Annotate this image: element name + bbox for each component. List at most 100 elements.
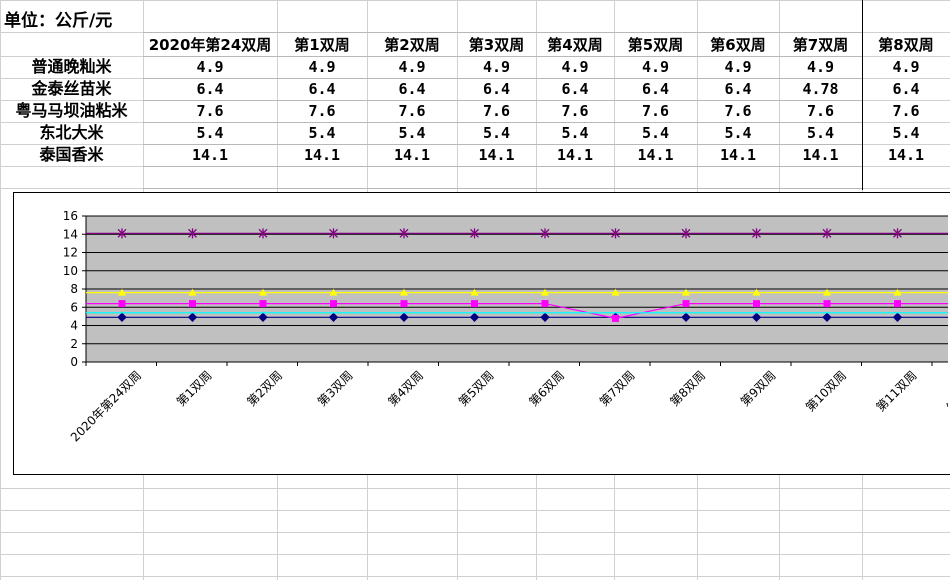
data-point-marker[interactable] xyxy=(540,312,550,322)
table-cell[interactable]: 4.9 xyxy=(641,58,670,76)
data-point-marker[interactable] xyxy=(330,300,337,308)
table-cell[interactable]: 5.4 xyxy=(724,124,752,142)
data-point-marker[interactable] xyxy=(400,300,408,308)
y-tick-label: 16 xyxy=(63,209,78,223)
table-cell[interactable]: 14.1 xyxy=(303,146,341,164)
table-cell[interactable]: 4.9 xyxy=(398,58,426,76)
table-cell[interactable]: 7.6 xyxy=(308,102,336,120)
table-cell[interactable]: 6.4 xyxy=(892,80,920,98)
data-point-marker[interactable] xyxy=(682,288,690,296)
table-cell[interactable]: 14.1 xyxy=(719,146,757,164)
table-cell[interactable]: 6.4 xyxy=(196,80,224,98)
table-cell[interactable]: 5.4 xyxy=(482,124,511,142)
data-point-marker[interactable] xyxy=(188,228,197,239)
table-cell[interactable]: 7.6 xyxy=(398,102,426,120)
table-cell[interactable]: 5.4 xyxy=(561,124,589,142)
data-point-marker[interactable] xyxy=(188,288,197,296)
column-header: 第1双周 xyxy=(294,36,350,54)
data-point-marker[interactable] xyxy=(823,288,831,296)
data-point-marker[interactable] xyxy=(259,288,267,296)
data-point-marker[interactable] xyxy=(329,288,338,296)
data-point-marker[interactable] xyxy=(541,288,549,296)
data-point-marker[interactable] xyxy=(751,312,762,322)
data-point-marker[interactable] xyxy=(117,312,127,322)
data-point-marker[interactable] xyxy=(681,228,691,239)
table-cell[interactable]: 4.9 xyxy=(892,58,920,76)
table-cell[interactable]: 14.1 xyxy=(191,146,229,164)
table-cell[interactable]: 6.4 xyxy=(398,80,426,98)
data-point-marker[interactable] xyxy=(329,228,338,239)
data-point-marker[interactable] xyxy=(752,228,761,239)
table-cell[interactable]: 5.4 xyxy=(806,124,835,142)
data-point-marker[interactable] xyxy=(187,312,198,322)
row-label: 泰国香米 xyxy=(39,145,104,164)
table-cell[interactable]: 5.4 xyxy=(641,124,670,142)
table-cell[interactable]: 7.6 xyxy=(806,102,835,120)
data-point-marker[interactable] xyxy=(540,228,550,239)
column-header: 第5双周 xyxy=(627,36,684,54)
table-cell[interactable]: 14.1 xyxy=(478,146,515,164)
data-point-marker[interactable] xyxy=(258,228,268,239)
data-point-marker[interactable] xyxy=(541,300,549,308)
data-point-marker[interactable] xyxy=(822,228,832,239)
data-point-marker[interactable] xyxy=(752,288,761,296)
table-cell[interactable]: 6.4 xyxy=(724,80,752,98)
data-point-marker[interactable] xyxy=(470,288,479,296)
data-point-marker[interactable] xyxy=(400,288,408,296)
table-cell[interactable]: 5.4 xyxy=(892,124,920,142)
data-point-marker[interactable] xyxy=(611,288,620,296)
table-cell[interactable]: 14.1 xyxy=(802,146,839,164)
data-point-marker[interactable] xyxy=(399,228,409,239)
table-cell[interactable]: 4.78 xyxy=(802,80,839,98)
data-point-marker[interactable] xyxy=(822,312,832,322)
data-point-marker[interactable] xyxy=(258,312,268,322)
table-cell[interactable]: 4.9 xyxy=(724,58,752,76)
table-cell[interactable]: 7.6 xyxy=(561,102,589,120)
data-point-marker[interactable] xyxy=(469,312,480,322)
data-point-marker[interactable] xyxy=(117,228,127,239)
table-cell[interactable]: 6.4 xyxy=(561,80,589,98)
table-cell[interactable]: 7.6 xyxy=(482,102,511,120)
table-cell[interactable]: 7.6 xyxy=(641,102,670,120)
table-cell[interactable]: 4.9 xyxy=(561,58,589,76)
data-point-marker[interactable] xyxy=(823,300,831,308)
data-point-marker[interactable] xyxy=(892,312,903,322)
data-point-marker[interactable] xyxy=(893,288,902,296)
table-cell[interactable]: 14.1 xyxy=(556,146,594,164)
data-point-marker[interactable] xyxy=(399,312,409,322)
table-cell[interactable]: 4.9 xyxy=(308,58,336,76)
data-point-marker[interactable] xyxy=(611,228,620,239)
table-cell[interactable]: 14.1 xyxy=(637,146,674,164)
data-point-marker[interactable] xyxy=(118,288,126,296)
x-tick-label: 第8双周 xyxy=(667,368,708,409)
table-cell[interactable]: 7.6 xyxy=(724,102,752,120)
data-point-marker[interactable] xyxy=(328,312,339,322)
table-cell[interactable]: 6.4 xyxy=(641,80,670,98)
table-cell[interactable]: 4.9 xyxy=(806,58,835,76)
table-cell[interactable]: 7.6 xyxy=(892,102,920,120)
table-cell[interactable]: 7.6 xyxy=(196,102,224,120)
table-cell[interactable]: 6.4 xyxy=(482,80,511,98)
table-cell[interactable]: 5.4 xyxy=(196,124,224,142)
table-cell[interactable]: 5.4 xyxy=(398,124,426,142)
data-point-marker[interactable] xyxy=(189,300,196,308)
table-cell[interactable]: 5.4 xyxy=(308,124,336,142)
table-cell[interactable]: 6.4 xyxy=(308,80,336,98)
table-cell[interactable]: 4.9 xyxy=(196,58,224,76)
table-cell[interactable]: 14.1 xyxy=(887,146,925,164)
data-point-marker[interactable] xyxy=(894,300,901,308)
data-point-marker[interactable] xyxy=(612,314,619,322)
data-point-marker[interactable] xyxy=(681,312,691,322)
y-tick-label: 8 xyxy=(70,282,78,296)
chart-container[interactable]: 0 2 4 6 8 10 12 14 16 2020年第24双周 第1双周 第2双周 第3双周 第4双周第… xyxy=(13,192,950,475)
data-point-marker[interactable] xyxy=(682,300,690,308)
table-cell[interactable]: 4.9 xyxy=(482,58,511,76)
table-cell[interactable]: 14.1 xyxy=(393,146,431,164)
data-point-marker[interactable] xyxy=(259,300,267,308)
data-point-marker[interactable] xyxy=(753,300,760,308)
data-point-marker[interactable] xyxy=(893,228,902,239)
data-point-marker[interactable] xyxy=(470,228,479,239)
data-point-marker[interactable] xyxy=(471,300,478,308)
data-point-marker[interactable] xyxy=(118,300,126,308)
